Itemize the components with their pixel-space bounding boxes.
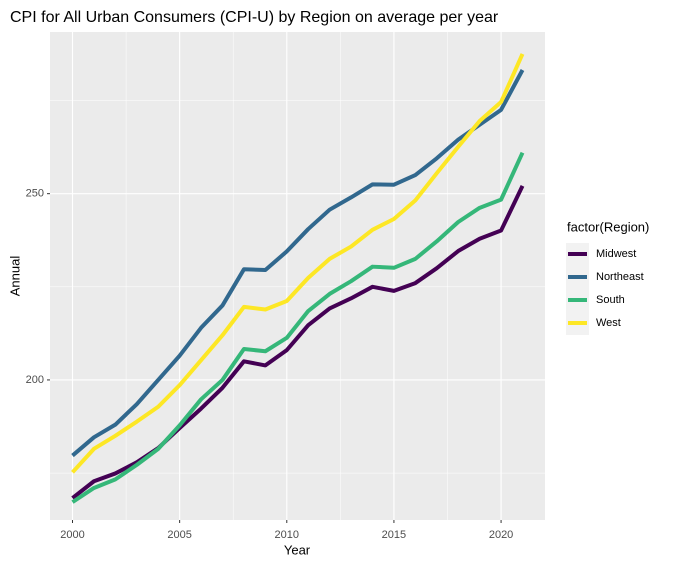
series-line (71, 69, 525, 458)
chart-title: CPI for All Urban Consumers (CPI-U) by R… (10, 9, 499, 26)
series-line (71, 151, 525, 504)
y-tick-label: 250 (26, 188, 44, 200)
legend-title: factor(Region) (567, 219, 649, 234)
x-tick-label: 2015 (382, 529, 406, 541)
legend-label: South (596, 294, 625, 306)
y-tick-label: 200 (26, 374, 44, 386)
legend-label: Northeast (596, 271, 644, 283)
y-axis-title: Annual (7, 256, 22, 297)
x-tick-label: 2005 (167, 529, 191, 541)
series-line (71, 53, 525, 474)
x-tick-label: 2020 (489, 529, 513, 541)
x-axis-title: Year (284, 542, 311, 557)
legend-label: West (596, 317, 621, 329)
legend-label: Midwest (596, 248, 636, 260)
plot-panel (50, 32, 545, 520)
x-tick-label: 2000 (60, 529, 84, 541)
x-tick-label: 2010 (275, 529, 299, 541)
